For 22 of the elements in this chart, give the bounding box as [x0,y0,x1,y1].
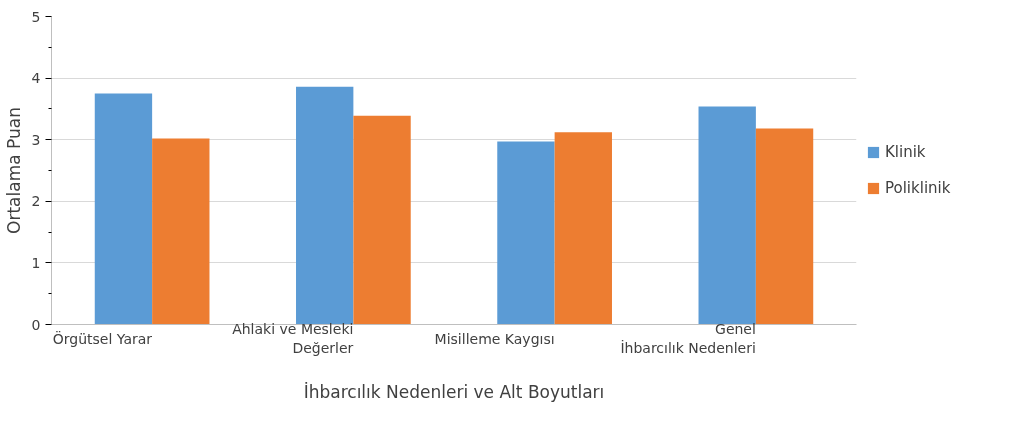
y-tick-label: 1 [31,254,41,271]
y-tick-label: 0 [31,316,41,333]
bar [698,106,756,325]
y-tick-label: 4 [31,70,41,87]
x-tick-label: Misilleme Kaygısı [434,330,555,347]
y-axis-title: Ortalama Puan [3,107,24,234]
bar [497,141,555,325]
x-tick-label: Örgütsel Yarar [52,329,153,347]
legend-label: Klinik [885,143,927,161]
bar [94,93,153,325]
x-axis-title: İhbarcılık Nedenleri ve Alt Boyutları [303,381,605,402]
x-tick-label: Ahlaki ve Mesleki Değerler [232,320,354,357]
bar [755,128,814,325]
bar [554,132,612,325]
bar [353,115,411,325]
bar [296,86,354,325]
x-tick-label: Genel İhbarcılık Nedenleri [620,320,756,357]
y-tick-label: 5 [31,8,41,25]
y-tick-label: 3 [31,131,41,148]
legend-label: Poliklinik [885,179,952,197]
bar [152,138,210,325]
y-tick-label: 2 [31,193,41,210]
